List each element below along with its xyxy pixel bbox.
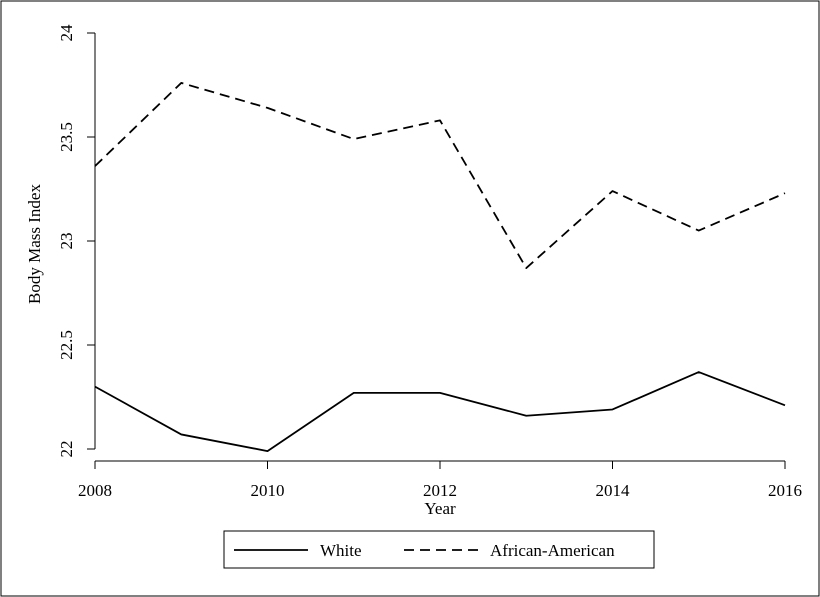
series-line-white — [94, 371, 786, 452]
y-axis-title: Body Mass Index — [25, 184, 44, 304]
legend: White African-American — [223, 530, 655, 569]
y-tick-label: 23 — [57, 233, 76, 250]
x-tick-label: 2010 — [251, 481, 285, 500]
legend-label: African-American — [490, 541, 615, 560]
y-tick-label: 24 — [57, 24, 76, 42]
y-tick-label: 22.5 — [57, 330, 76, 360]
x-axis-title: Year — [424, 499, 456, 518]
y-tick-label: 22 — [57, 441, 76, 458]
x-tick-label: 2012 — [423, 481, 457, 500]
legend-label: White — [320, 541, 362, 560]
x-tick-label: 2016 — [768, 481, 802, 500]
series-layer — [94, 82, 786, 452]
x-tick-label: 2014 — [596, 481, 631, 500]
x-tick-label: 2008 — [78, 481, 112, 500]
axes: 22 22.5 23 23.5 24 2008 2010 2012 2014 2016 Year Bo… — [25, 24, 802, 518]
series-line-african-american — [94, 82, 786, 269]
y-tick-label: 23.5 — [57, 122, 76, 152]
